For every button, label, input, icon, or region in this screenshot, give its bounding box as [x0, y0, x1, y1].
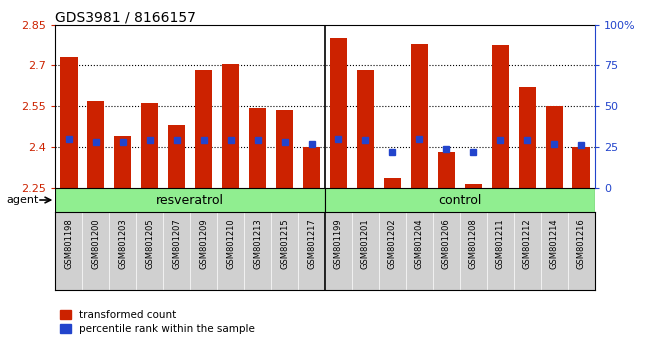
- Bar: [465, 183, 482, 188]
- Text: GSM801208: GSM801208: [469, 219, 478, 269]
- Bar: [325, 188, 595, 212]
- Bar: [573, 147, 590, 188]
- Text: GSM801212: GSM801212: [523, 219, 532, 269]
- Bar: [195, 69, 213, 188]
- Bar: [276, 110, 293, 188]
- Bar: [114, 136, 131, 188]
- Bar: [330, 38, 347, 188]
- Text: GSM801214: GSM801214: [550, 219, 559, 269]
- Bar: [357, 69, 374, 188]
- Text: agent: agent: [6, 195, 39, 205]
- Text: GSM801199: GSM801199: [334, 219, 343, 269]
- Bar: [491, 45, 509, 188]
- Bar: [222, 64, 239, 188]
- Bar: [249, 108, 266, 188]
- Bar: [168, 125, 185, 188]
- Text: GSM801211: GSM801211: [496, 219, 505, 269]
- Text: GDS3981 / 8166157: GDS3981 / 8166157: [55, 11, 196, 25]
- Bar: [55, 188, 325, 212]
- Text: GSM801201: GSM801201: [361, 219, 370, 269]
- Bar: [437, 152, 455, 188]
- Bar: [411, 44, 428, 188]
- Text: GSM801198: GSM801198: [64, 219, 73, 269]
- Text: GSM801209: GSM801209: [199, 219, 208, 269]
- Text: GSM801210: GSM801210: [226, 219, 235, 269]
- Text: GSM801206: GSM801206: [442, 219, 451, 269]
- Text: control: control: [438, 194, 482, 206]
- Legend: transformed count, percentile rank within the sample: transformed count, percentile rank withi…: [60, 310, 255, 334]
- Text: GSM801203: GSM801203: [118, 219, 127, 269]
- Text: GSM801215: GSM801215: [280, 219, 289, 269]
- Bar: [87, 101, 105, 188]
- Text: GSM801213: GSM801213: [253, 219, 262, 269]
- Text: GSM801204: GSM801204: [415, 219, 424, 269]
- Bar: [60, 57, 77, 188]
- Text: resveratrol: resveratrol: [156, 194, 224, 206]
- Text: GSM801207: GSM801207: [172, 219, 181, 269]
- Text: GSM801200: GSM801200: [91, 219, 100, 269]
- Text: GSM801217: GSM801217: [307, 219, 316, 269]
- Bar: [545, 106, 563, 188]
- Text: GSM801202: GSM801202: [388, 219, 397, 269]
- Bar: [141, 103, 159, 188]
- Text: GSM801205: GSM801205: [145, 219, 154, 269]
- Text: GSM801216: GSM801216: [577, 219, 586, 269]
- Bar: [519, 87, 536, 188]
- Bar: [384, 178, 401, 188]
- Bar: [303, 147, 320, 188]
